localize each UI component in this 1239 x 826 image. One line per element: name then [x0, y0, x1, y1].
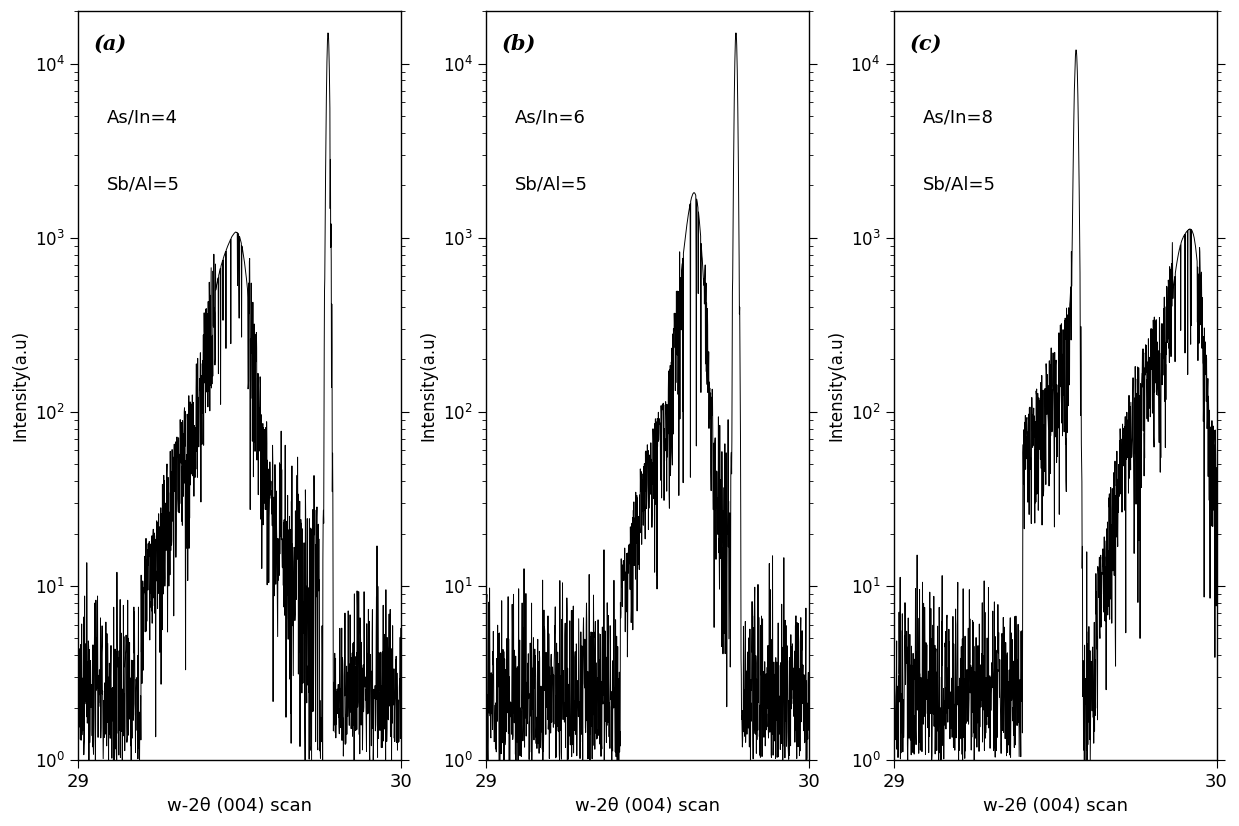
Text: Sb/Al=5: Sb/Al=5 — [515, 176, 587, 194]
X-axis label: w-2θ (004) scan: w-2θ (004) scan — [983, 797, 1127, 815]
Text: As/In=4: As/In=4 — [107, 108, 178, 126]
Text: (a): (a) — [94, 34, 128, 54]
X-axis label: w-2θ (004) scan: w-2θ (004) scan — [167, 797, 312, 815]
Text: As/In=8: As/In=8 — [923, 108, 994, 126]
X-axis label: w-2θ (004) scan: w-2θ (004) scan — [575, 797, 720, 815]
Y-axis label: Intensity(a.u): Intensity(a.u) — [11, 330, 28, 441]
Text: Sb/Al=5: Sb/Al=5 — [923, 176, 996, 194]
Text: Sb/Al=5: Sb/Al=5 — [107, 176, 180, 194]
Text: As/In=6: As/In=6 — [515, 108, 586, 126]
Text: (b): (b) — [502, 34, 536, 54]
Y-axis label: Intensity(a.u): Intensity(a.u) — [826, 330, 845, 441]
Text: (c): (c) — [909, 34, 943, 54]
Y-axis label: Intensity(a.u): Intensity(a.u) — [419, 330, 437, 441]
